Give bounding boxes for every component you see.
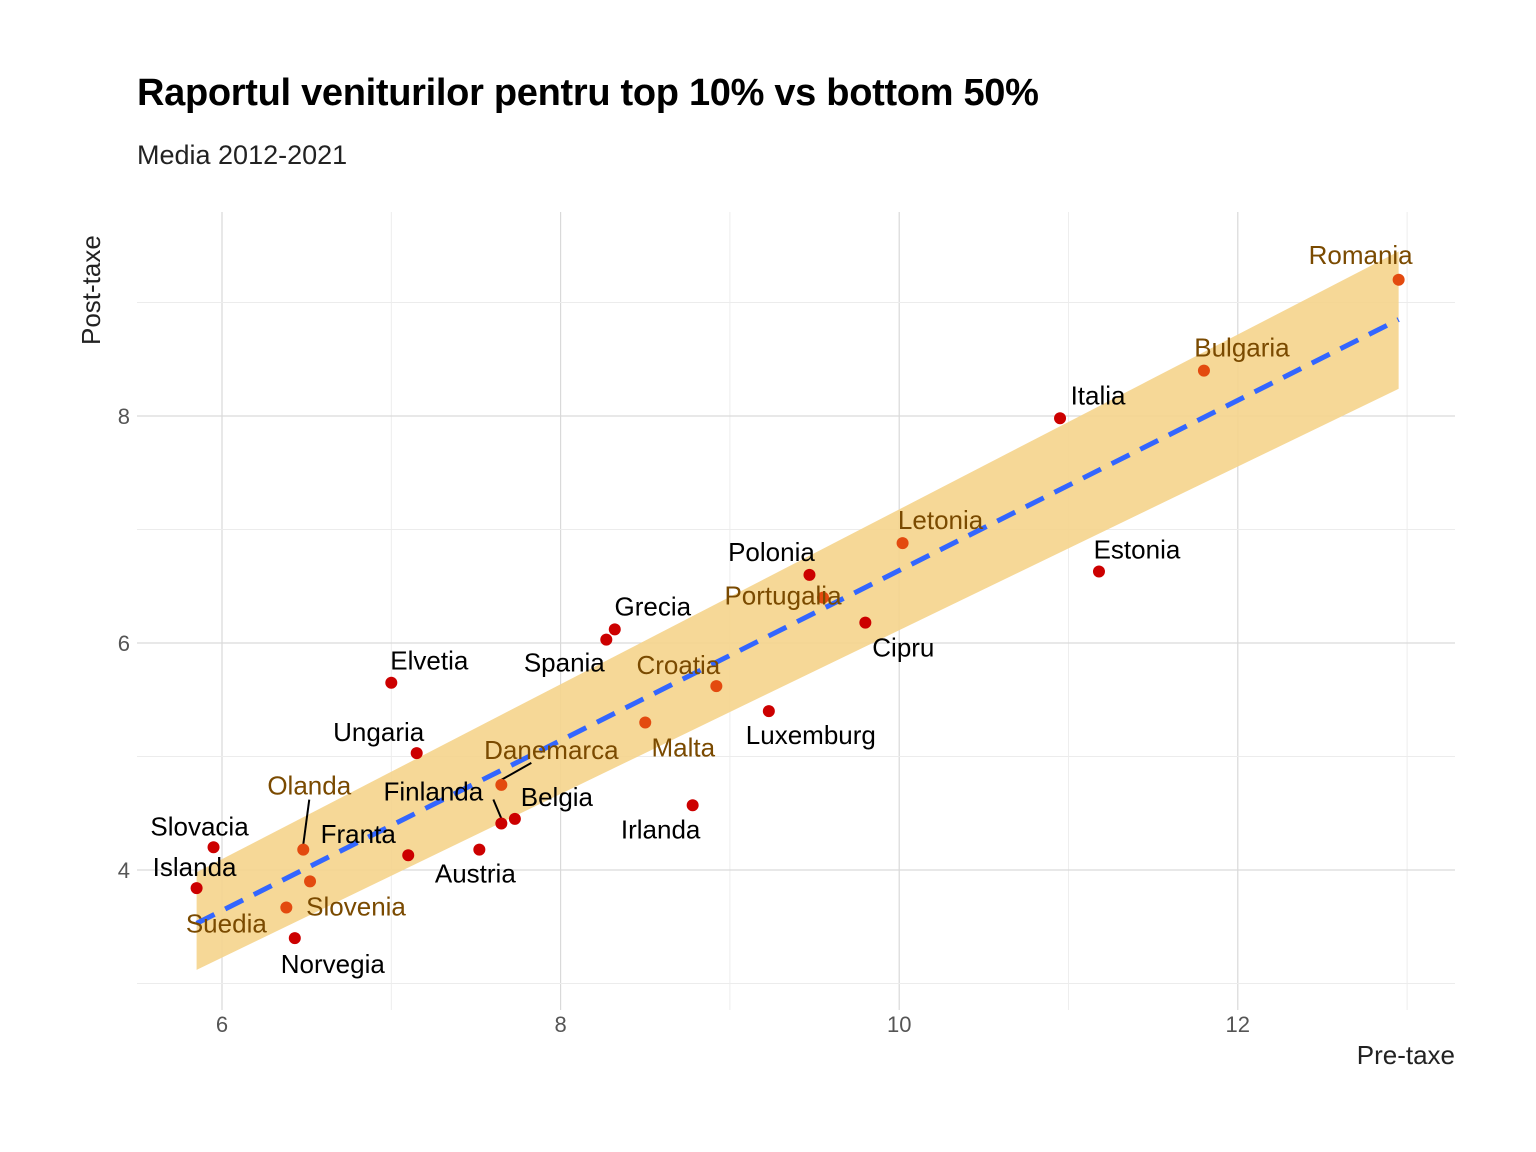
label-grecia: Grecia xyxy=(614,591,691,621)
point-islanda xyxy=(190,882,203,895)
point-finlanda xyxy=(495,817,508,830)
x-tick-label: 6 xyxy=(216,1012,228,1037)
y-tick-label: 8 xyxy=(118,404,130,429)
data-points xyxy=(190,273,1405,945)
label-estonia: Estonia xyxy=(1094,534,1181,564)
label-romania: Romania xyxy=(1309,240,1414,270)
label-suedia: Suedia xyxy=(186,908,267,938)
point-luxemburg xyxy=(762,705,775,718)
point-bulgaria xyxy=(1197,364,1210,377)
label-leader-lines xyxy=(302,762,532,845)
point-cipru xyxy=(859,616,872,629)
point-irlanda xyxy=(686,799,699,812)
point-spania xyxy=(600,633,613,646)
leader-line-finlanda xyxy=(492,799,503,819)
label-cipru: Cipru xyxy=(872,633,934,663)
y-tick-label: 4 xyxy=(118,858,130,883)
label-islanda: Islanda xyxy=(153,852,237,882)
point-belgia xyxy=(508,812,521,825)
label-irlanda: Irlanda xyxy=(621,814,701,844)
label-polonia: Polonia xyxy=(728,537,815,567)
point-polonia xyxy=(803,568,816,581)
point-labels: Romania Bulgaria Italia Estonia Letonia Polon… xyxy=(150,240,1413,979)
trend-line xyxy=(195,317,1400,926)
label-croatia: Croatia xyxy=(636,650,720,680)
chart-subtitle: Media 2012-2021 xyxy=(137,140,348,170)
point-grecia xyxy=(608,623,621,636)
point-croatia xyxy=(710,680,723,693)
point-franta xyxy=(402,849,415,862)
label-italia: Italia xyxy=(1071,380,1126,410)
point-romania xyxy=(1392,273,1405,286)
label-letonia: Letonia xyxy=(898,505,984,535)
label-malta: Malta xyxy=(651,732,715,762)
point-ungaria xyxy=(410,747,423,760)
point-letonia xyxy=(896,537,909,550)
label-bulgaria: Bulgaria xyxy=(1194,333,1290,363)
label-ungaria: Ungaria xyxy=(333,717,425,747)
confidence-band xyxy=(196,251,1399,970)
label-danemarca: Danemarca xyxy=(484,735,619,765)
y-axis-title: Post-taxe xyxy=(76,235,106,345)
point-elvetia xyxy=(385,676,398,689)
label-luxemburg: Luxemburg xyxy=(746,720,876,750)
label-franta: Franta xyxy=(321,819,397,849)
x-tick-label: 10 xyxy=(887,1012,911,1037)
leader-line-danemarca xyxy=(500,762,532,781)
label-norvegia: Norvegia xyxy=(281,949,386,979)
label-olanda: Olanda xyxy=(267,771,351,801)
label-belgia: Belgia xyxy=(521,782,594,812)
point-slovenia xyxy=(304,875,317,888)
point-austria xyxy=(473,843,486,856)
point-olanda xyxy=(297,843,310,856)
label-austria: Austria xyxy=(435,859,516,889)
point-portugalia xyxy=(817,591,830,604)
y-tick-label: 6 xyxy=(118,631,130,656)
chart-title: Raportul veniturilor pentru top 10% vs b… xyxy=(137,72,1039,114)
x-axis-title: Pre-taxe xyxy=(1357,1040,1455,1070)
x-tick-label: 12 xyxy=(1226,1012,1250,1037)
point-malta xyxy=(639,716,652,729)
point-norvegia xyxy=(288,932,301,945)
x-tick-label: 8 xyxy=(554,1012,566,1037)
point-estonia xyxy=(1092,565,1105,578)
label-elvetia: Elvetia xyxy=(390,646,469,676)
label-spania: Spania xyxy=(524,648,605,678)
label-finlanda: Finlanda xyxy=(383,776,483,806)
point-suedia xyxy=(280,901,293,914)
label-slovenia: Slovenia xyxy=(306,891,406,921)
leader-line-olanda xyxy=(302,799,311,845)
label-portugalia: Portugalia xyxy=(724,581,842,611)
axis-ticks: 6 8 10 12 4 6 8 xyxy=(118,404,1250,1037)
point-italia xyxy=(1054,412,1067,425)
point-slovacia xyxy=(207,841,220,854)
label-slovacia: Slovacia xyxy=(150,811,249,841)
point-danemarca xyxy=(495,778,508,791)
